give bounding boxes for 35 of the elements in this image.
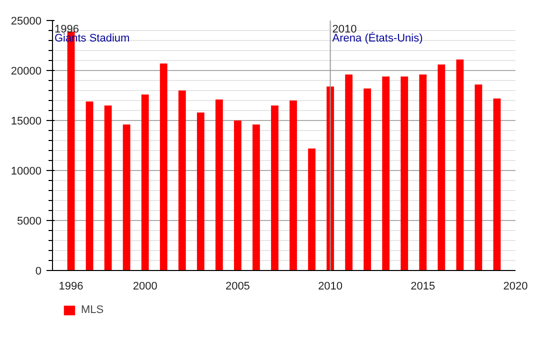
bar [493, 98, 501, 270]
bar [86, 102, 94, 270]
bar [215, 100, 223, 270]
bar [400, 76, 408, 270]
bar [234, 120, 242, 270]
y-tick-label: 20000 [10, 66, 42, 78]
y-tick-label: 15000 [10, 116, 42, 128]
bar [438, 64, 446, 270]
bar [474, 84, 482, 270]
y-tick-label: 10000 [10, 166, 42, 178]
bar [308, 148, 316, 270]
x-tick-label: 2000 [132, 280, 158, 292]
y-tick-label: 0 [35, 266, 42, 278]
bar [271, 106, 278, 270]
y-tick-label: 25000 [10, 16, 42, 28]
bar [345, 74, 353, 270]
bar [382, 76, 390, 270]
bar [196, 112, 204, 270]
bar [290, 100, 297, 270]
bar [122, 124, 130, 270]
x-tick-label: 2010 [318, 280, 343, 292]
legend-label: MLS [81, 304, 104, 316]
bar [252, 124, 260, 270]
y-tick-label: 5000 [17, 216, 42, 228]
bar [141, 94, 149, 270]
x-tick-label: 1996 [58, 280, 84, 292]
bar [160, 64, 168, 270]
bar [364, 88, 372, 270]
x-tick-label: 2005 [225, 280, 250, 292]
bar [104, 106, 112, 270]
bar [419, 74, 427, 270]
bar [456, 60, 464, 270]
x-tick-label: 2015 [410, 280, 436, 292]
bar [178, 90, 186, 270]
x-tick-label: 2020 [503, 280, 528, 292]
